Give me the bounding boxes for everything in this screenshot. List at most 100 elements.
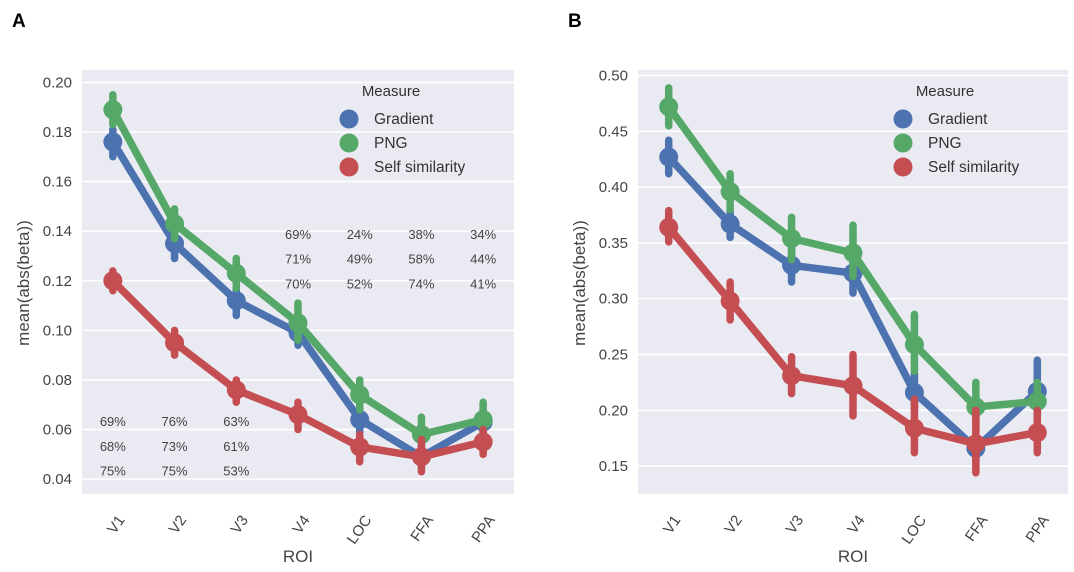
legend-label-png-b: PNG xyxy=(928,135,962,152)
legend-title-a: Measure xyxy=(362,83,420,100)
data-point-gradient-v3-b xyxy=(782,255,802,275)
x-tick-label-a-ffa: FFA xyxy=(407,512,437,544)
y-tick-label-b-1: 0.20 xyxy=(599,402,628,419)
data-point-self-similarity-v3-b xyxy=(782,366,802,386)
y-axis-label-a: mean(abs(beta)) xyxy=(14,220,33,346)
annotation-a-v4-1: 71% xyxy=(285,252,311,267)
data-point-png-v2-a xyxy=(165,214,185,234)
data-point-self-similarity-ppa-a xyxy=(473,432,493,452)
data-point-gradient-v1-b xyxy=(659,147,679,167)
y-tick-label-b-0: 0.15 xyxy=(599,458,628,475)
panel-label-a: A xyxy=(12,11,26,32)
y-tick-label-b-2: 0.25 xyxy=(599,347,628,364)
legend-marker-png-a xyxy=(339,133,359,153)
data-point-self-similarity-ffa-b xyxy=(966,434,986,454)
data-point-png-loc-a xyxy=(350,385,370,405)
data-point-self-similarity-loc-b xyxy=(904,418,924,438)
x-tick-label-b-v1: V1 xyxy=(660,512,684,537)
x-tick-label-a-loc: LOC xyxy=(344,512,376,547)
annotation-a-v2-2: 75% xyxy=(162,464,188,479)
x-tick-label-a-v4: V4 xyxy=(289,512,313,537)
legend-label-gradient-a: Gradient xyxy=(374,111,434,128)
annotation-a-ppa-0: 34% xyxy=(470,227,496,242)
annotation-a-v4-2: 70% xyxy=(285,276,311,291)
annotation-a-v1-2: 75% xyxy=(100,464,126,479)
data-point-gradient-v3-a xyxy=(226,291,246,311)
data-point-self-similarity-v2-a xyxy=(165,333,185,353)
x-tick-label-b-v3: V3 xyxy=(783,512,807,537)
annotation-a-v1-0: 69% xyxy=(100,414,126,429)
y-tick-label-a-4: 0.12 xyxy=(43,273,72,290)
annotation-a-v3-0: 63% xyxy=(223,414,249,429)
x-tick-label-a-v3: V3 xyxy=(227,512,251,537)
y-tick-label-a-0: 0.04 xyxy=(43,471,72,488)
data-point-png-v1-b xyxy=(659,97,679,117)
data-point-self-similarity-ppa-b xyxy=(1027,423,1047,443)
legend-title-b: Measure xyxy=(916,83,974,100)
annotation-a-v2-0: 76% xyxy=(162,414,188,429)
data-point-gradient-v1-a xyxy=(103,132,123,152)
x-tick-label-b-v4: V4 xyxy=(844,512,868,537)
annotation-a-ppa-1: 44% xyxy=(470,252,496,267)
annotation-a-v1-1: 68% xyxy=(100,439,126,454)
y-tick-label-a-7: 0.18 xyxy=(43,124,72,141)
y-tick-label-a-5: 0.14 xyxy=(43,223,72,240)
legend-marker-self-similarity-a xyxy=(339,157,359,177)
annotation-a-v3-1: 61% xyxy=(223,439,249,454)
legend-label-gradient-b: Gradient xyxy=(928,111,988,128)
y-tick-label-b-5: 0.40 xyxy=(599,179,628,196)
panel-b: 0.15 0.20 0.25 0.30 0.35 0.40 0.45 0.50 V1 V2 V3 V4… xyxy=(570,68,1068,566)
y-tick-label-a-3: 0.10 xyxy=(43,322,72,339)
legend-label-png-a: PNG xyxy=(374,135,408,152)
y-tick-label-a-2: 0.08 xyxy=(43,372,72,389)
x-tick-label-a-ppa: PPA xyxy=(468,512,499,545)
legend-label-self-similarity-a: Self similarity xyxy=(374,159,466,176)
data-point-png-v1-a xyxy=(103,100,123,120)
y-tick-label-b-4: 0.35 xyxy=(599,235,628,252)
series-self-similarity-a xyxy=(103,267,493,476)
data-point-self-similarity-v1-b xyxy=(659,217,679,237)
annotation-a-v2-1: 73% xyxy=(162,439,188,454)
data-point-png-v2-b xyxy=(720,182,740,202)
annotation-a-loc-0: 24% xyxy=(347,227,373,242)
annotation-a-v3-2: 53% xyxy=(223,464,249,479)
annotation-a-ffa-0: 38% xyxy=(408,227,434,242)
data-point-png-v3-b xyxy=(782,228,802,248)
data-point-self-similarity-v4-b xyxy=(843,376,863,396)
data-point-self-similarity-v1-a xyxy=(103,271,123,291)
data-point-self-similarity-ffa-a xyxy=(411,447,431,467)
data-point-gradient-loc-a xyxy=(350,410,370,430)
panel-a: 0.04 0.06 0.08 0.10 0.12 0.14 0.16 0.18 0.20 V1 V2… xyxy=(14,70,514,566)
x-axis-label-b: ROI xyxy=(838,547,868,566)
data-point-self-similarity-v4-a xyxy=(288,405,308,425)
x-tick-label-b-ppa: PPA xyxy=(1022,512,1053,545)
series-self-similarity-b xyxy=(659,206,1047,477)
data-point-png-ppa-a xyxy=(473,410,493,430)
y-tick-label-b-7: 0.50 xyxy=(599,68,628,85)
data-point-self-similarity-v3-a xyxy=(226,380,246,400)
y-tick-label-a-6: 0.16 xyxy=(43,174,72,191)
x-tick-label-b-v2: V2 xyxy=(721,512,745,537)
data-point-gradient-v2-b xyxy=(720,214,740,234)
data-point-png-v4-b xyxy=(843,243,863,263)
data-point-png-ffa-a xyxy=(411,424,431,444)
legend-marker-gradient-a xyxy=(339,109,359,129)
legend-label-self-similarity-b: Self similarity xyxy=(928,159,1020,176)
annotation-a-v4-0: 69% xyxy=(285,227,311,242)
data-point-gradient-loc-b xyxy=(904,382,924,402)
y-axis-label-b: mean(abs(beta)) xyxy=(570,220,589,346)
legend-marker-self-similarity-b xyxy=(893,157,913,177)
legend-marker-gradient-b xyxy=(893,109,913,129)
data-point-self-similarity-v2-b xyxy=(720,291,740,311)
legend-marker-png-b xyxy=(893,133,913,153)
x-tick-label-a-v1: V1 xyxy=(104,512,128,537)
y-tick-label-b-6: 0.45 xyxy=(599,123,628,140)
annotation-a-loc-1: 49% xyxy=(347,252,373,267)
annotation-a-ppa-2: 41% xyxy=(470,276,496,291)
x-tick-label-b-loc: LOC xyxy=(898,512,930,547)
data-point-png-v3-a xyxy=(226,263,246,283)
x-axis-label-a: ROI xyxy=(283,547,313,566)
x-tick-label-b-ffa: FFA xyxy=(962,512,992,544)
annotation-a-ffa-2: 74% xyxy=(408,276,434,291)
